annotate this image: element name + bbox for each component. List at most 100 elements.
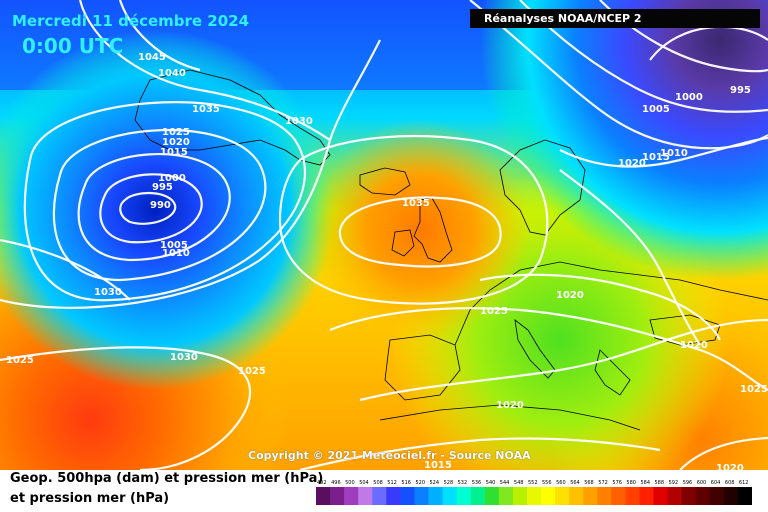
colorbar-tick-576: 576 bbox=[612, 480, 622, 486]
colorbar-tick-540: 540 bbox=[486, 480, 496, 486]
isobar-center-europe bbox=[479, 273, 721, 341]
colorbar-tick-560: 560 bbox=[556, 480, 566, 486]
isobar-ne-2 bbox=[519, 0, 768, 113]
geopotential-contours bbox=[0, 0, 768, 470]
label-1015-a: 1015 bbox=[160, 147, 188, 158]
colorbar-swatch-552 bbox=[527, 487, 542, 505]
colorbar-swatch-504 bbox=[358, 487, 373, 505]
label-1025-b: 1025 bbox=[6, 355, 34, 366]
isobar-1030-high bbox=[278, 134, 549, 305]
colorbar-tick-596: 596 bbox=[683, 480, 693, 486]
colorbar-tick-588: 588 bbox=[655, 480, 665, 486]
colorbar-tick-584: 584 bbox=[641, 480, 651, 486]
colorbar: 492 496 500 504 508 512 516 520 524 528 532 536 540 5… bbox=[316, 480, 752, 505]
colorbar-swatch-492 bbox=[316, 487, 331, 505]
label-1045: 1045 bbox=[138, 52, 166, 63]
colorbar-swatch-520 bbox=[414, 487, 430, 505]
coastline-iberia bbox=[384, 334, 461, 401]
colorbar-tick-580: 580 bbox=[626, 480, 636, 486]
label-1005-ne: 1005 bbox=[642, 104, 670, 115]
label-1025-europe: 1025 bbox=[480, 306, 508, 317]
coastline-blacksea bbox=[649, 314, 721, 346]
colorbar-tick-524: 524 bbox=[430, 480, 440, 486]
colorbar-swatch-596 bbox=[681, 487, 697, 505]
coastline-ireland bbox=[391, 229, 415, 257]
label-1025-se: 1025 bbox=[740, 384, 768, 395]
field-northeast bbox=[440, 0, 768, 280]
isobar-low-4 bbox=[52, 129, 267, 282]
label-1030-b: 1030 bbox=[94, 287, 122, 298]
label-1010: 1010 bbox=[162, 248, 190, 259]
colorbar-swatch-544 bbox=[498, 487, 514, 505]
label-1015-ne: 1015 bbox=[642, 152, 670, 163]
colorbar-swatch-564 bbox=[569, 487, 584, 505]
colorbar-tick-544: 544 bbox=[500, 480, 510, 486]
label-1005: 1005 bbox=[160, 240, 188, 251]
label-1000-ne: 1000 bbox=[675, 92, 703, 103]
colorbar-swatch-516 bbox=[400, 487, 415, 505]
isobar-ne-5 bbox=[559, 136, 768, 168]
colorbar-swatch-496 bbox=[330, 487, 345, 505]
colorbar-tick-564: 564 bbox=[570, 480, 580, 486]
colorbar-swatch-580 bbox=[625, 487, 640, 505]
colorbar-swatch-512 bbox=[386, 487, 401, 505]
colorbar-swatch-612 bbox=[737, 487, 752, 505]
label-1040: 1040 bbox=[158, 68, 186, 79]
isobar-1020-se bbox=[679, 436, 768, 470]
label-1030-a: 1030 bbox=[285, 116, 313, 127]
colorbar-tick-492: 492 bbox=[317, 480, 327, 486]
colorbar-swatch-608 bbox=[723, 487, 739, 505]
isobar-1020-europe bbox=[359, 318, 768, 402]
colorbar-tick-500: 500 bbox=[345, 480, 355, 486]
colorbar-tick-592: 592 bbox=[669, 480, 679, 486]
colorbar-tick-508: 508 bbox=[373, 480, 383, 486]
label-1010-ne: 1010 bbox=[660, 148, 688, 159]
isobar-1035-high bbox=[338, 196, 502, 268]
label-1035-a: 1035 bbox=[192, 104, 220, 115]
isobar-1025-europe bbox=[329, 307, 768, 391]
colorbar-tick-504: 504 bbox=[359, 480, 369, 486]
colorbar-swatch-568 bbox=[583, 487, 598, 505]
copyright-notice: Copyright © 2021 Meteociel.fr - Source N… bbox=[248, 449, 531, 462]
isobar-labels: 1045 1040 1035 1030 1025 1020 1015 1000 … bbox=[6, 52, 768, 470]
colorbar-swatch-524 bbox=[428, 487, 444, 505]
isobar-1035-north bbox=[78, 0, 331, 141]
coastline-scandinavia bbox=[499, 139, 586, 236]
label-1035-high: 1035 bbox=[402, 198, 430, 209]
colorbar-swatch-560 bbox=[555, 487, 570, 505]
colorbar-tick-572: 572 bbox=[598, 480, 608, 486]
map-time: 0:00 UTC bbox=[22, 34, 124, 58]
isobar-low-1 bbox=[119, 191, 177, 225]
label-1020-se: 1020 bbox=[716, 463, 744, 470]
colorbar-swatch-556 bbox=[541, 487, 556, 505]
label-1020-a: 1020 bbox=[162, 137, 190, 148]
coastline-italy bbox=[514, 319, 556, 379]
coastline-britain bbox=[413, 197, 453, 263]
label-990: 990 bbox=[150, 200, 171, 211]
colorbar-swatch-536 bbox=[470, 487, 486, 505]
label-1025-c: 1025 bbox=[238, 366, 266, 377]
isobar-low-2 bbox=[99, 173, 203, 244]
colorbar-swatch-500 bbox=[344, 487, 359, 505]
colorbar-swatch-592 bbox=[667, 487, 683, 505]
isobar-1030-north bbox=[0, 39, 381, 309]
label-1000: 1000 bbox=[158, 173, 186, 184]
legend-subtitle: et pression mer (hPa) bbox=[10, 491, 170, 506]
colorbar-swatch-572 bbox=[597, 487, 612, 505]
weather-map: 1045 1040 1035 1030 1025 1020 1015 1000 … bbox=[0, 0, 768, 470]
label-1020-south: 1020 bbox=[496, 400, 524, 411]
colorbar-tick-548: 548 bbox=[514, 480, 524, 486]
colorbar-swatch-528 bbox=[442, 487, 458, 505]
source-banner: Réanalyses NOAA/NCEP 2 bbox=[470, 9, 760, 28]
isobar-1040 bbox=[118, 0, 201, 72]
colorbar-tick-600: 600 bbox=[697, 480, 707, 486]
label-995: 995 bbox=[152, 182, 173, 193]
legend-title: Geop. 500hpa (dam) et pression mer (hPa) bbox=[10, 471, 324, 486]
coastline-iceland bbox=[359, 167, 411, 196]
colorbar-tick-496: 496 bbox=[331, 480, 341, 486]
colorbar-tick-556: 556 bbox=[542, 480, 552, 486]
colorbar-swatch-600 bbox=[695, 487, 711, 505]
colorbar-swatch-548 bbox=[512, 487, 528, 505]
colorbar-swatch-540 bbox=[484, 487, 500, 505]
label-995-ne: 995 bbox=[730, 85, 751, 96]
